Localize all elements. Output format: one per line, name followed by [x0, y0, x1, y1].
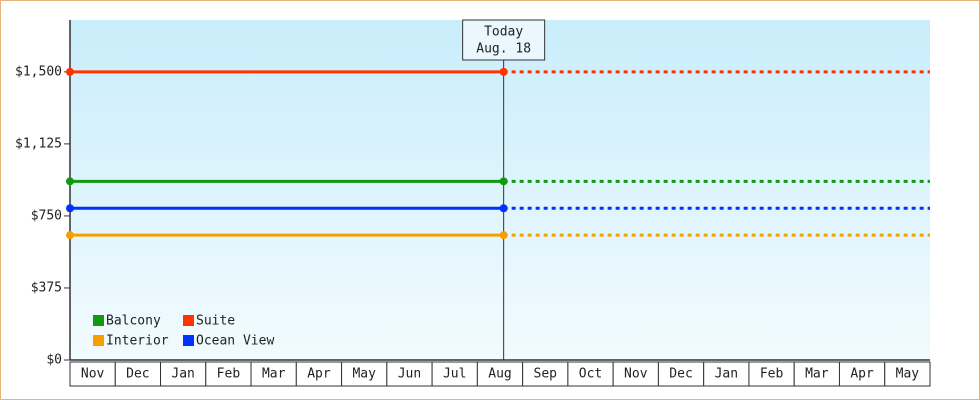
x-tick-label: Feb [760, 367, 784, 382]
x-cell [793, 361, 840, 387]
x-cell [884, 361, 931, 387]
x-cell [838, 361, 886, 387]
price-marker [66, 67, 74, 76]
x-tick-label: Jan [171, 367, 194, 382]
price-marker [499, 177, 508, 186]
x-tick-label: Sep [534, 367, 558, 382]
today-label: Today [484, 25, 523, 40]
price-marker [66, 204, 74, 213]
x-tick-label: Dec [669, 367, 692, 382]
legend-label: Interior [106, 334, 169, 349]
legend-swatch [183, 335, 194, 346]
x-tick-label: Oct [579, 367, 602, 382]
x-tick-label: Feb [217, 367, 241, 382]
price-marker [66, 177, 74, 186]
price-marker [499, 204, 508, 213]
legend-swatch [93, 315, 104, 326]
x-tick-label: Apr [850, 367, 874, 382]
x-tick-label: Aug [488, 367, 511, 382]
x-cell [114, 361, 162, 387]
x-cell [567, 361, 614, 387]
x-tick-label: Jul [443, 367, 466, 382]
x-tick-label: Dec [126, 367, 149, 382]
y-tick-label: $1,125 [15, 136, 62, 151]
x-cell [476, 361, 524, 387]
legend-label: Suite [196, 314, 235, 329]
x-cell [386, 361, 433, 387]
legend-swatch [183, 315, 194, 326]
x-cell [657, 361, 705, 387]
x-cell [703, 361, 750, 387]
y-tick-label: $750 [31, 208, 62, 223]
today-date: Aug. 18 [476, 42, 531, 57]
x-tick-label: Mar [805, 367, 829, 382]
price-marker [499, 231, 508, 240]
y-tick-label: $0 [46, 353, 62, 368]
x-tick-label: Nov [624, 367, 648, 382]
x-cell [295, 361, 343, 387]
x-tick-label: Jan [715, 367, 738, 382]
price-marker [499, 67, 508, 76]
plot-area [70, 20, 930, 360]
x-tick-label: May [896, 367, 920, 382]
price-marker [66, 231, 74, 240]
legend-label: Ocean View [196, 334, 274, 349]
legend-label: Balcony [106, 314, 161, 329]
x-tick-label: May [352, 367, 376, 382]
x-cell [205, 361, 252, 387]
x-tick-label: Nov [81, 367, 105, 382]
legend-swatch [93, 335, 104, 346]
x-tick-label: Mar [262, 367, 286, 382]
y-tick-label: $375 [31, 280, 62, 295]
x-tick-label: Jun [398, 367, 421, 382]
today-box [462, 19, 546, 61]
y-tick-label: $1,500 [15, 64, 62, 79]
x-tick-label: Apr [307, 367, 331, 382]
